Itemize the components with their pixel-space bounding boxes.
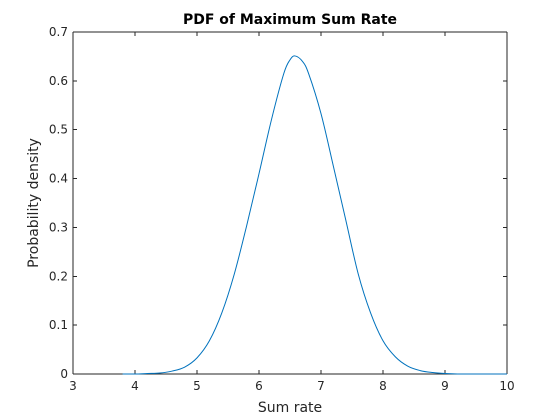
x-axis-label: Sum rate — [258, 400, 322, 416]
y-tick-label: 0.2 — [49, 269, 68, 283]
y-tick-label: 0.6 — [49, 74, 68, 88]
x-tick-label: 6 — [255, 379, 263, 393]
y-tick-label: 0.1 — [49, 318, 68, 332]
x-tick-label: 9 — [441, 379, 449, 393]
y-tick-label: 0.7 — [49, 25, 68, 39]
plot-area — [73, 32, 507, 374]
y-axis-label: Probability density — [26, 138, 42, 268]
y-tick-label: 0.4 — [49, 172, 68, 186]
x-tick-label: 8 — [379, 379, 387, 393]
x-tick-label: 7 — [317, 379, 325, 393]
x-tick-label: 5 — [193, 379, 201, 393]
x-tick-label: 10 — [499, 379, 514, 393]
chart-title: PDF of Maximum Sum Rate — [183, 12, 397, 28]
y-tick-label: 0.3 — [49, 220, 68, 234]
y-tick-label: 0 — [60, 367, 68, 381]
y-tick-label: 0.5 — [49, 123, 68, 137]
x-tick-label: 3 — [69, 379, 77, 393]
x-tick-label: 4 — [131, 379, 139, 393]
